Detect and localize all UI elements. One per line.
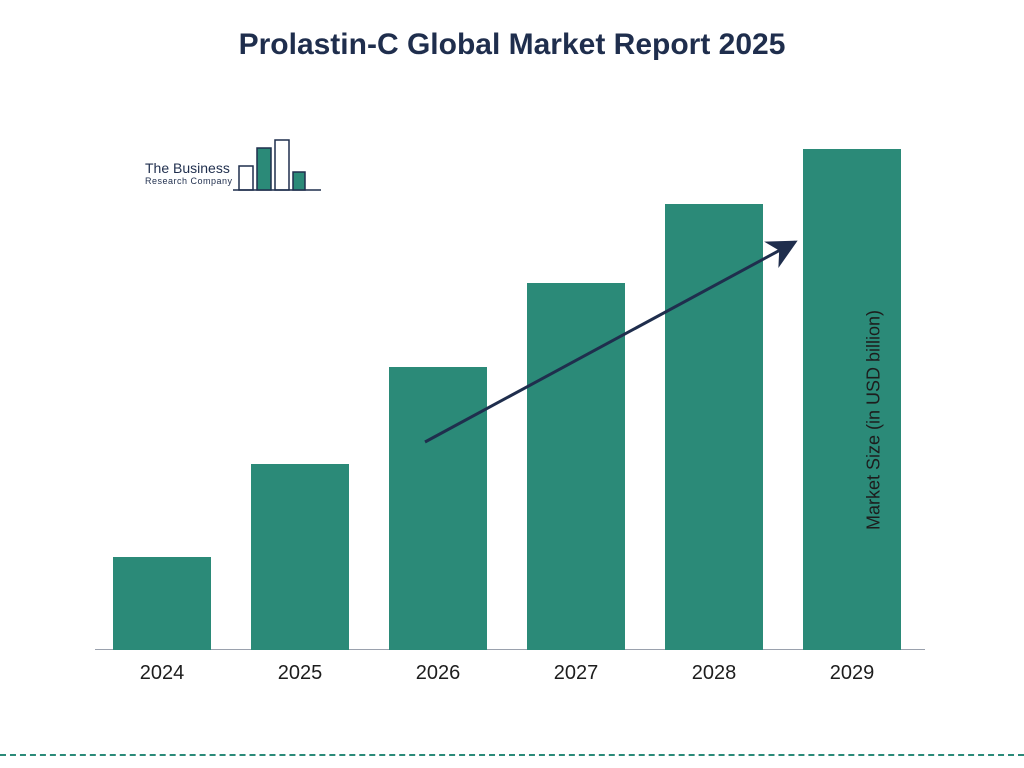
y-axis-label: Market Size (in USD billion)	[863, 310, 884, 530]
bar-2029	[803, 149, 901, 650]
bar-2026	[389, 367, 487, 650]
bars-container	[95, 130, 925, 650]
chart-title: Prolastin-C Global Market Report 2025	[0, 28, 1024, 62]
page-root: Prolastin-C Global Market Report 2025 Th…	[0, 0, 1024, 768]
xlabel-2024: 2024	[113, 662, 211, 685]
footer-dash-line	[0, 754, 1024, 756]
xlabel-2027: 2027	[527, 662, 625, 685]
bar-2024	[113, 557, 211, 650]
bar-2025	[251, 464, 349, 650]
bar-chart: 2024 2025 2026 2027 2028 2029	[95, 130, 925, 685]
xlabel-2025: 2025	[251, 662, 349, 685]
xlabel-2028: 2028	[665, 662, 763, 685]
xlabel-2029: 2029	[803, 662, 901, 685]
bar-2028	[665, 204, 763, 650]
xlabel-2026: 2026	[389, 662, 487, 685]
bar-2027	[527, 283, 625, 650]
x-axis-labels: 2024 2025 2026 2027 2028 2029	[95, 655, 925, 685]
